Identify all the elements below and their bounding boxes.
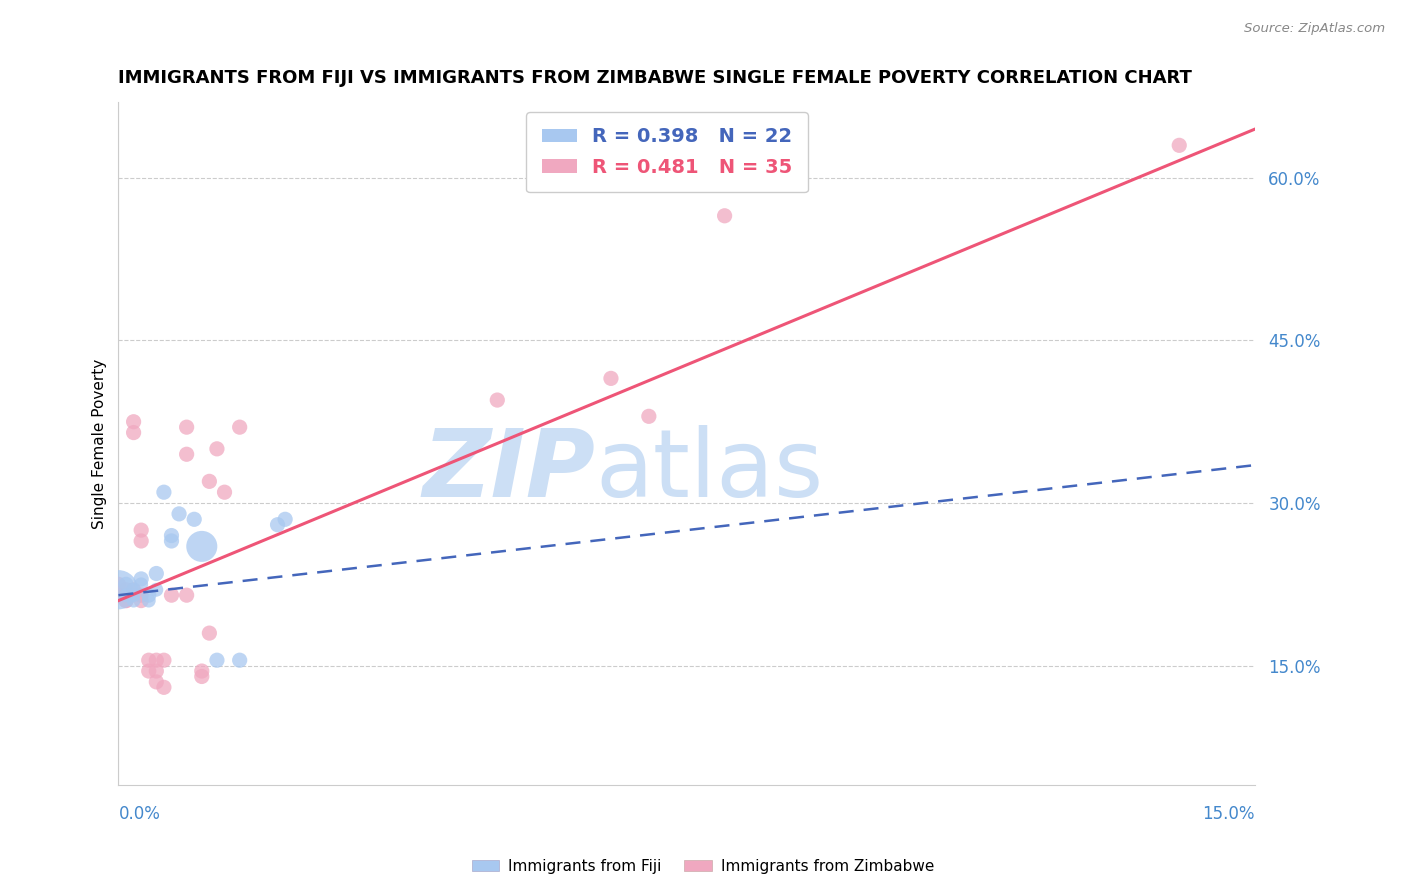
- Text: ZIP: ZIP: [423, 425, 596, 516]
- Point: [160, 533, 183, 548]
- Point: [160, 528, 183, 542]
- Point: [145, 664, 167, 678]
- Point: [107, 577, 129, 591]
- Point: [205, 653, 228, 667]
- Point: [191, 540, 214, 554]
- Point: [122, 425, 145, 440]
- Point: [115, 588, 138, 602]
- Text: Source: ZipAtlas.com: Source: ZipAtlas.com: [1244, 22, 1385, 36]
- Point: [205, 442, 228, 456]
- Point: [122, 593, 145, 607]
- Point: [129, 593, 152, 607]
- Point: [115, 582, 138, 597]
- Point: [145, 582, 167, 597]
- Point: [198, 475, 221, 489]
- Text: 15.0%: 15.0%: [1202, 805, 1256, 823]
- Point: [153, 485, 176, 500]
- Point: [214, 485, 236, 500]
- Point: [176, 420, 198, 434]
- Y-axis label: Single Female Poverty: Single Female Poverty: [93, 359, 107, 529]
- Point: [600, 371, 623, 385]
- Point: [115, 577, 138, 591]
- Point: [191, 664, 214, 678]
- Point: [122, 415, 145, 429]
- Point: [107, 588, 129, 602]
- Point: [107, 582, 129, 597]
- Point: [153, 681, 176, 695]
- Legend: Immigrants from Fiji, Immigrants from Zimbabwe: Immigrants from Fiji, Immigrants from Zi…: [465, 853, 941, 880]
- Point: [266, 517, 288, 532]
- Text: IMMIGRANTS FROM FIJI VS IMMIGRANTS FROM ZIMBABWE SINGLE FEMALE POVERTY CORRELATI: IMMIGRANTS FROM FIJI VS IMMIGRANTS FROM …: [118, 69, 1192, 87]
- Point: [138, 664, 160, 678]
- Point: [274, 512, 297, 526]
- Point: [122, 588, 145, 602]
- Point: [129, 533, 152, 548]
- Point: [129, 577, 152, 591]
- Point: [176, 588, 198, 602]
- Point: [1168, 138, 1191, 153]
- Point: [167, 507, 190, 521]
- Point: [129, 572, 152, 586]
- Point: [145, 674, 167, 689]
- Point: [198, 626, 221, 640]
- Point: [115, 593, 138, 607]
- Point: [129, 523, 152, 537]
- Point: [176, 447, 198, 461]
- Point: [637, 409, 659, 424]
- Point: [153, 653, 176, 667]
- Point: [713, 209, 735, 223]
- Text: 0.0%: 0.0%: [118, 805, 160, 823]
- Point: [115, 593, 138, 607]
- Point: [138, 653, 160, 667]
- Point: [191, 669, 214, 683]
- Point: [129, 588, 152, 602]
- Point: [145, 653, 167, 667]
- Point: [122, 582, 145, 597]
- Point: [228, 420, 250, 434]
- Legend: R = 0.398   N = 22, R = 0.481   N = 35: R = 0.398 N = 22, R = 0.481 N = 35: [526, 112, 808, 193]
- Point: [486, 392, 509, 407]
- Point: [228, 653, 250, 667]
- Point: [145, 566, 167, 581]
- Text: atlas: atlas: [596, 425, 824, 516]
- Point: [183, 512, 205, 526]
- Point: [138, 588, 160, 602]
- Point: [138, 593, 160, 607]
- Point: [122, 582, 145, 597]
- Point: [160, 588, 183, 602]
